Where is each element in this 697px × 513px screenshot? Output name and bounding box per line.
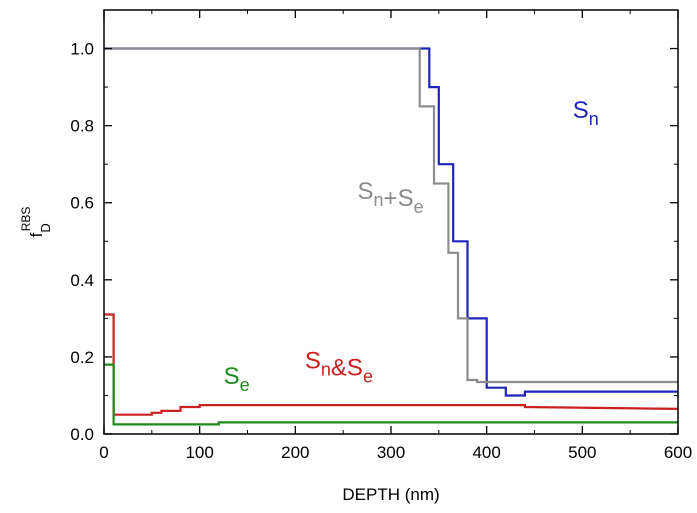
x-axis-title: DEPTH (nm)	[342, 485, 439, 504]
ticks-layer: 0 100 200 300 400 500 600 0.0 0.2 0.4 0.6 0.8 1.0	[70, 9, 692, 462]
x-tick-label: 300	[377, 443, 405, 462]
annotation-text: &S	[331, 354, 363, 381]
x-tick-label: 200	[281, 443, 309, 462]
annotation-se: Se	[224, 363, 250, 395]
y-axis-title-sub: D	[38, 223, 53, 232]
annotation-subscript: n	[374, 190, 384, 210]
annotation-text: +S	[384, 185, 414, 212]
annotation-sn: Sn	[573, 97, 599, 129]
series-sn-and-se-line	[104, 313, 679, 416]
annotation-subscript: e	[363, 366, 373, 386]
annotation-sn-and-se: Sn&Se	[305, 347, 373, 386]
x-tick-label: 0	[99, 443, 108, 462]
x-tick-label: 500	[568, 443, 596, 462]
annotation-subscript: e	[240, 375, 250, 395]
x-tick-label: 400	[472, 443, 500, 462]
x-tick-label: 600	[664, 443, 692, 462]
annotation-text: S	[305, 347, 321, 374]
annotation-subscript: n	[589, 109, 599, 129]
y-tick-label: 0.2	[70, 348, 94, 367]
series-layer	[104, 47, 679, 426]
series-sn-line	[104, 47, 678, 397]
y-axis-title-sup: RBS	[19, 207, 33, 232]
annotation-text: S	[224, 363, 240, 390]
annotation-text: S	[358, 178, 374, 205]
annotation-subscript: n	[321, 359, 331, 379]
annotation-subscript: e	[414, 197, 424, 217]
annotation-text: S	[573, 97, 589, 124]
x-tick-label: 100	[185, 443, 213, 462]
y-tick-label: 0.0	[70, 425, 94, 444]
y-tick-label: 0.8	[70, 117, 94, 136]
series-sn-plus-se-line	[104, 47, 678, 384]
y-axis-title-main: f	[27, 232, 46, 237]
y-tick-label: 0.4	[70, 271, 94, 290]
plot-frame	[103, 9, 679, 435]
y-tick-label: 0.6	[70, 194, 94, 213]
y-axis-title: fD RBS	[19, 207, 53, 238]
series-se-line	[104, 363, 678, 426]
annotation-sn-plus-se: Sn+Se	[358, 178, 424, 217]
y-tick-label: 1.0	[70, 40, 94, 59]
